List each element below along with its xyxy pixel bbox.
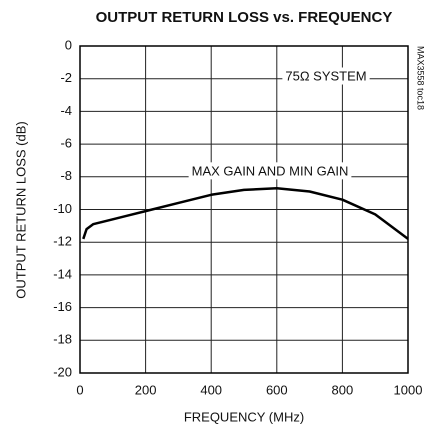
y-tick-label: -2 <box>60 70 72 85</box>
x-tick-label: 200 <box>135 382 157 397</box>
y-tick-label: -18 <box>53 332 72 347</box>
x-axis-label: FREQUENCY (MHz) <box>184 409 304 424</box>
y-tick-label: -12 <box>53 234 72 249</box>
plot-frame <box>79 45 409 374</box>
x-tick-label: 1000 <box>394 382 423 397</box>
annotation-background <box>282 67 370 85</box>
y-axis-label: OUTPUT RETURN LOSS (dB) <box>13 121 28 298</box>
data-line <box>82 186 409 240</box>
annotation: 75Ω SYSTEM <box>285 69 366 84</box>
y-tick-label: -6 <box>60 136 72 151</box>
annotation: MAX GAIN AND MIN GAIN <box>192 163 349 178</box>
y-tick-label: -20 <box>53 364 72 379</box>
x-tick-label: 800 <box>332 382 354 397</box>
y-tick-label: -8 <box>60 168 72 183</box>
x-tick-label: 0 <box>76 382 83 397</box>
y-tick-label: 0 <box>65 37 72 52</box>
y-tick-label: -14 <box>53 266 72 281</box>
chart-title: OUTPUT RETURN LOSS vs. FREQUENCY <box>96 9 393 26</box>
x-tick-label: 600 <box>266 382 288 397</box>
y-tick-label: -10 <box>53 201 72 216</box>
annotation-background <box>188 162 352 180</box>
side-label: MAX3558 toc18 <box>416 46 426 110</box>
x-tick-label: 400 <box>200 382 222 397</box>
y-tick-label: -4 <box>60 103 72 118</box>
y-tick-label: -16 <box>53 299 72 314</box>
